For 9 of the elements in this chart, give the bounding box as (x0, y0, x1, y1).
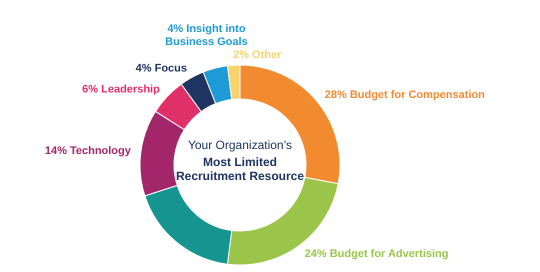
slice-label: 28% Budget for Compensation (324, 88, 486, 101)
slice-label: 2% Other (233, 49, 282, 62)
text: Your Organization’s (188, 138, 292, 152)
slice-label: 14% Technology (44, 145, 132, 158)
slice-label: 6% Leadership (82, 84, 160, 96)
slice-label: 24% Budget for Advertising (304, 248, 448, 260)
slice-label: 4% Insight into Business Goals (165, 23, 248, 48)
text: Most Limited Recruitment Resource (176, 155, 304, 183)
slice-label: 4% Focus (136, 62, 188, 75)
